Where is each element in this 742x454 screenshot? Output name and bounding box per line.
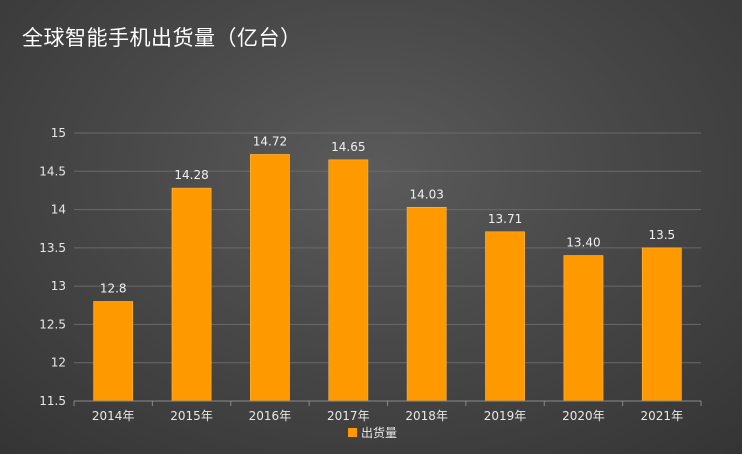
bar [406,206,447,402]
data-label: 13.5 [648,228,675,242]
gridlines [74,132,701,364]
legend: 出货量 [348,425,397,440]
x-tick-label: 2018年 [405,409,448,423]
data-label: 13.71 [488,212,522,226]
y-tick-label: 14 [51,203,66,217]
bar [563,255,604,402]
data-labels: 12.8 14.28 14.72 14.65 14.03 13.71 13.40 13.5 [100,134,675,295]
x-tick-label: 2015年 [170,409,213,423]
legend-swatch [348,428,357,437]
bars [93,154,682,402]
bar [171,187,212,402]
data-label: 14.72 [253,134,287,148]
bar [485,231,525,402]
y-tick-label: 15 [51,126,66,140]
bar [641,247,682,402]
x-tick-label: 2016年 [249,409,292,423]
data-label: 14.28 [174,168,208,182]
chart-title: 全球智能手机出货量（亿台） [22,26,302,50]
bar [93,301,134,402]
y-tick-label: 13.5 [39,241,66,255]
data-label: 13.40 [566,236,600,250]
data-label: 12.8 [100,281,127,295]
bar [250,154,290,402]
x-tick-label: 2017年 [327,409,370,423]
y-tick-label: 12 [51,356,66,370]
x-axis: 2014年 2015年 2016年 2017年 2018年 2019年 2020年 2021年 [73,400,702,423]
legend-label: 出货量 [361,425,397,440]
y-tick-label: 11.5 [39,394,66,408]
y-tick-label: 14.5 [39,164,66,178]
x-tick-label: 2020年 [562,409,605,423]
y-tick-label: 13 [51,279,66,293]
x-tick-label: 2019年 [484,409,527,423]
y-axis: 11.5 12 12.5 13 13.5 14 14.5 15 [39,126,66,408]
data-label: 14.65 [331,140,365,154]
x-tick-label: 2021年 [641,409,684,423]
data-label: 14.03 [410,187,444,201]
x-tick-label: 2014年 [92,409,135,423]
bar [328,159,369,402]
y-tick-label: 12.5 [39,317,66,331]
